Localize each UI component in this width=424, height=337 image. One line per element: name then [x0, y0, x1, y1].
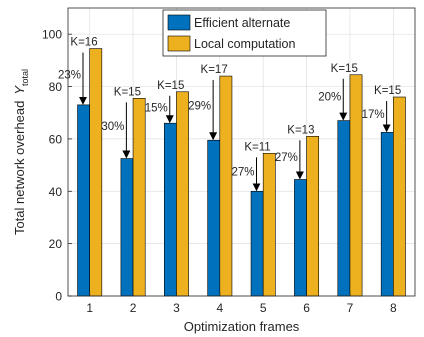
bar-efficient-alternate: [294, 179, 307, 297]
x-tick-label: 5: [260, 301, 267, 315]
y-axis-label-sub: total: [20, 69, 30, 86]
bar-local-computation: [132, 98, 146, 297]
y-axis-ticks: 0 20 40 60 80 100: [42, 28, 72, 304]
bar-local-computation: [393, 96, 406, 297]
percent-label: 15%: [145, 102, 168, 114]
y-tick-label: 80: [49, 80, 63, 94]
y-axis-label-var: Y: [12, 85, 27, 95]
x-tick-label: 3: [173, 301, 180, 315]
bar-efficient-alternate: [120, 158, 134, 297]
legend-swatch-efficient: [167, 14, 191, 31]
x-axis-ticks: 1 2 3 4 5 6 7 8: [86, 292, 397, 315]
x-tick-label: 7: [347, 301, 354, 315]
y-axis-label-main: Total network overhead: [12, 101, 27, 235]
bar-local-computation: [219, 75, 233, 297]
k-label: K=13: [287, 124, 314, 136]
x-tick-label: 6: [303, 301, 310, 315]
x-tick-label: 8: [390, 301, 397, 315]
bar-efficient-alternate: [207, 139, 221, 297]
k-label: K=11: [244, 141, 270, 153]
bar-local-computation: [306, 135, 320, 297]
x-tick-label: 2: [130, 301, 137, 315]
legend: Efficient alternate Local computation: [162, 9, 327, 57]
k-label: K=15: [114, 86, 141, 98]
percent-label: 17%: [362, 109, 385, 121]
bar-efficient-alternate: [163, 122, 177, 297]
legend-label-efficient: Efficient alternate: [194, 16, 290, 30]
bar-local-computation: [349, 74, 363, 297]
bar-efficient-alternate: [77, 104, 90, 297]
y-tick-label: 20: [49, 237, 63, 251]
x-tick-label: 1: [86, 301, 93, 315]
bar-efficient-alternate: [337, 120, 351, 297]
x-tick-label: 4: [216, 301, 223, 315]
k-label: K=16: [70, 37, 97, 49]
annotations: K=16 23% K=15 30% K=15 15% K=17 29% K=11 27% K=13 2…: [58, 37, 401, 192]
percent-label: 27%: [275, 152, 298, 164]
k-label: K=15: [331, 63, 358, 75]
bar-local-computation: [176, 91, 189, 297]
k-label: K=15: [157, 80, 184, 92]
legend-swatch-local: [167, 35, 191, 52]
y-axis-label: Total network overhead Ytotal: [12, 69, 30, 235]
percent-label: 30%: [101, 121, 124, 133]
bar-efficient-alternate: [250, 190, 264, 297]
bar-local-computation: [89, 48, 103, 297]
y-tick-label: 100: [42, 28, 62, 42]
percent-label: 27%: [231, 167, 254, 179]
percent-label: 23%: [58, 70, 81, 82]
bar-local-computation: [262, 153, 276, 297]
bar-efficient-alternate: [380, 132, 394, 297]
k-label: K=15: [374, 85, 401, 97]
y-tick-label: 0: [55, 290, 62, 304]
k-label: K=17: [201, 64, 228, 76]
y-tick-label: 60: [49, 132, 63, 146]
plot-frame: [67, 7, 416, 297]
x-axis-label: Optimization frames: [184, 319, 300, 334]
percent-label: 29%: [188, 100, 211, 112]
y-tick-label: 40: [49, 185, 63, 199]
percent-label: 20%: [318, 91, 341, 103]
legend-label-local: Local computation: [194, 37, 296, 51]
